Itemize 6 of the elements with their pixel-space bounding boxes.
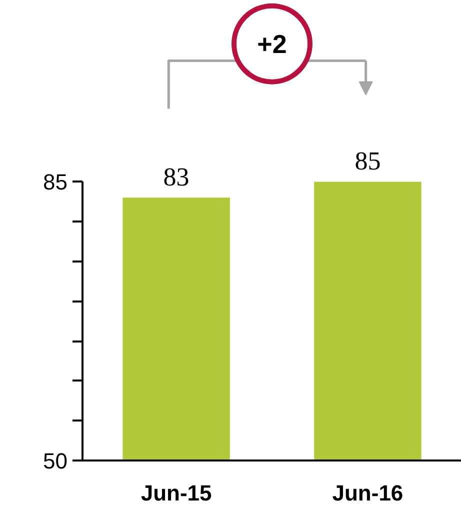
x-tick-label: Jun-16 xyxy=(332,480,404,506)
y-tick-label: 50 xyxy=(43,448,68,474)
data-label: 83 xyxy=(163,162,190,192)
text: +2 xyxy=(257,28,287,59)
data-label: 85 xyxy=(354,146,381,176)
x-tick-label: Jun-15 xyxy=(140,480,212,506)
